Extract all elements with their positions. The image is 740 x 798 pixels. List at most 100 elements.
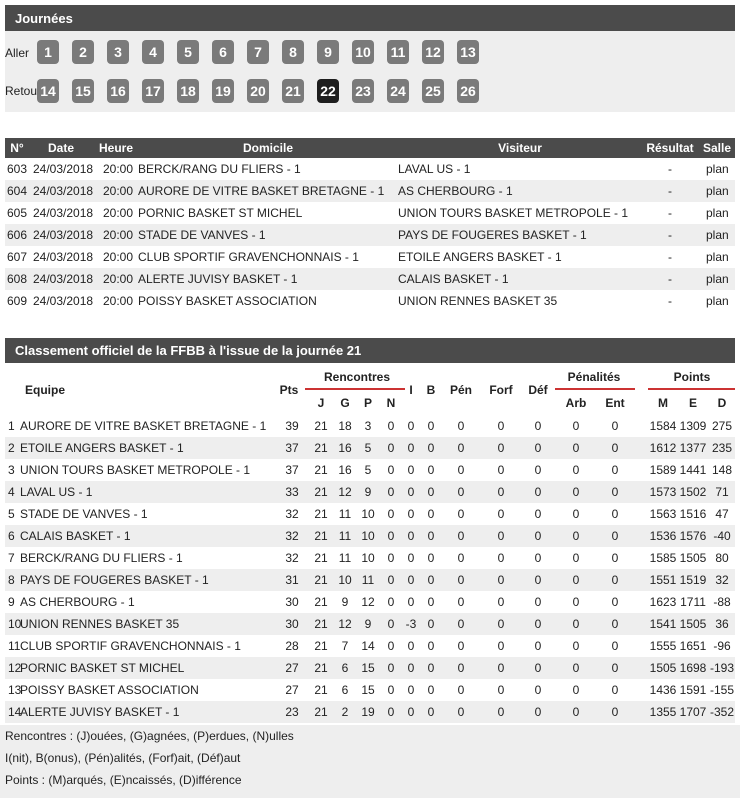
column-header: M xyxy=(658,396,668,410)
matches-column-header: Visiteur xyxy=(498,141,542,155)
match-cell: 607 xyxy=(7,250,28,264)
team-name: BERCK/RANG DU FLIERS - 1 xyxy=(20,551,183,565)
salle-link[interactable]: plan xyxy=(706,162,729,176)
journee-button[interactable]: 20 xyxy=(247,79,269,103)
salle-link[interactable]: plan xyxy=(706,250,729,264)
journee-button[interactable]: 9 xyxy=(317,40,339,64)
stat-cell: 21 xyxy=(314,705,328,719)
group-underline xyxy=(648,388,735,390)
match-cell: - xyxy=(668,206,672,220)
stat-cell: 0 xyxy=(497,551,505,565)
stat-cell: 0 xyxy=(534,617,542,631)
stat-cell: 0 xyxy=(611,441,619,455)
journee-button[interactable]: 24 xyxy=(387,79,409,103)
stat-cell: 71 xyxy=(715,485,729,499)
journee-button[interactable]: 19 xyxy=(212,79,234,103)
match-cell: 608 xyxy=(7,272,28,286)
journee-button[interactable]: 14 xyxy=(37,79,59,103)
stat-cell: 12 xyxy=(338,617,352,631)
stat-cell: 0 xyxy=(497,573,505,587)
stat-cell: 0 xyxy=(611,485,619,499)
stat-cell: 0 xyxy=(534,507,542,521)
stat-cell: 0 xyxy=(534,441,542,455)
stat-cell: 0 xyxy=(407,463,415,477)
match-cell: - xyxy=(668,294,672,308)
journee-button[interactable]: 10 xyxy=(352,40,374,64)
journee-button[interactable]: 17 xyxy=(142,79,164,103)
journee-button[interactable]: 12 xyxy=(422,40,444,64)
stat-cell: 21 xyxy=(314,441,328,455)
match-cell: UNION RENNES BASKET 35 xyxy=(398,294,558,308)
legend-panel xyxy=(0,725,740,798)
journee-button[interactable]: 16 xyxy=(107,79,129,103)
standing-row xyxy=(5,481,735,503)
salle-link[interactable]: plan xyxy=(706,272,729,286)
stat-cell: 1502 xyxy=(679,485,707,499)
journee-button[interactable]: 13 xyxy=(457,40,479,64)
journee-button[interactable]: 2 xyxy=(72,40,94,64)
match-cell: ALERTE JUVISY BASKET - 1 xyxy=(138,272,298,286)
salle-link[interactable]: plan xyxy=(706,184,729,198)
journee-button[interactable]: 15 xyxy=(72,79,94,103)
group-underline xyxy=(555,388,635,390)
stat-cell: 39 xyxy=(285,419,299,433)
stat-cell: 0 xyxy=(407,595,415,609)
stat-cell: 1519 xyxy=(679,573,707,587)
stat-cell: 0 xyxy=(534,639,542,653)
stat-cell: 0 xyxy=(387,463,395,477)
journee-button[interactable]: 3 xyxy=(107,40,129,64)
match-cell: 24/03/2018 xyxy=(33,250,94,264)
stat-cell: 10 xyxy=(361,551,375,565)
journee-button[interactable]: 26 xyxy=(457,79,479,103)
stat-cell: 0 xyxy=(407,639,415,653)
stat-cell: 0 xyxy=(457,485,465,499)
column-header: D xyxy=(717,396,727,410)
match-cell: 24/03/2018 xyxy=(33,206,94,220)
journee-button[interactable]: 4 xyxy=(142,40,164,64)
journee-button[interactable]: 18 xyxy=(177,79,199,103)
journee-button[interactable]: 23 xyxy=(352,79,374,103)
rank: 14 xyxy=(8,705,22,719)
team-name: AS CHERBOURG - 1 xyxy=(20,595,135,609)
column-header: J xyxy=(317,396,325,410)
journee-button[interactable]: 11 xyxy=(387,40,409,64)
stat-cell: 11 xyxy=(338,529,352,543)
stat-cell: 0 xyxy=(387,617,395,631)
stat-cell: 1441 xyxy=(679,463,707,477)
rank: 2 xyxy=(8,441,15,455)
stat-cell: 0 xyxy=(611,529,619,543)
stat-cell: 0 xyxy=(427,529,435,543)
stat-cell: -88 xyxy=(713,595,731,609)
match-cell: POISSY BASKET ASSOCIATION xyxy=(138,294,317,308)
pts-header: Pts xyxy=(279,383,299,397)
salle-link[interactable]: plan xyxy=(706,206,729,220)
journee-button[interactable]: 1 xyxy=(37,40,59,64)
salle-link[interactable]: plan xyxy=(706,228,729,242)
stat-cell: 0 xyxy=(572,441,580,455)
salle-link[interactable]: plan xyxy=(706,294,729,308)
stat-cell: 21 xyxy=(314,595,328,609)
stat-cell: 10 xyxy=(361,529,375,543)
stat-cell: 1505 xyxy=(649,661,677,675)
column-header: Ent xyxy=(605,396,625,410)
stat-cell: 31 xyxy=(285,573,299,587)
journee-button[interactable]: 8 xyxy=(282,40,304,64)
journee-button[interactable]: 5 xyxy=(177,40,199,64)
stat-cell: 0 xyxy=(572,419,580,433)
stat-cell: 30 xyxy=(285,595,299,609)
journee-button[interactable]: 22 xyxy=(317,79,339,103)
stat-cell: 0 xyxy=(572,529,580,543)
stat-cell: 0 xyxy=(407,551,415,565)
stat-cell: 16 xyxy=(338,463,352,477)
stat-cell: 0 xyxy=(387,705,395,719)
stat-cell: 0 xyxy=(457,617,465,631)
stat-cell: 21 xyxy=(314,529,328,543)
journee-button[interactable]: 21 xyxy=(282,79,304,103)
stat-cell: -155 xyxy=(709,683,735,697)
journee-button[interactable]: 25 xyxy=(422,79,444,103)
journee-button[interactable]: 6 xyxy=(212,40,234,64)
stat-cell: 11 xyxy=(338,551,352,565)
team-name: CALAIS BASKET - 1 xyxy=(20,529,131,543)
journee-button[interactable]: 7 xyxy=(247,40,269,64)
